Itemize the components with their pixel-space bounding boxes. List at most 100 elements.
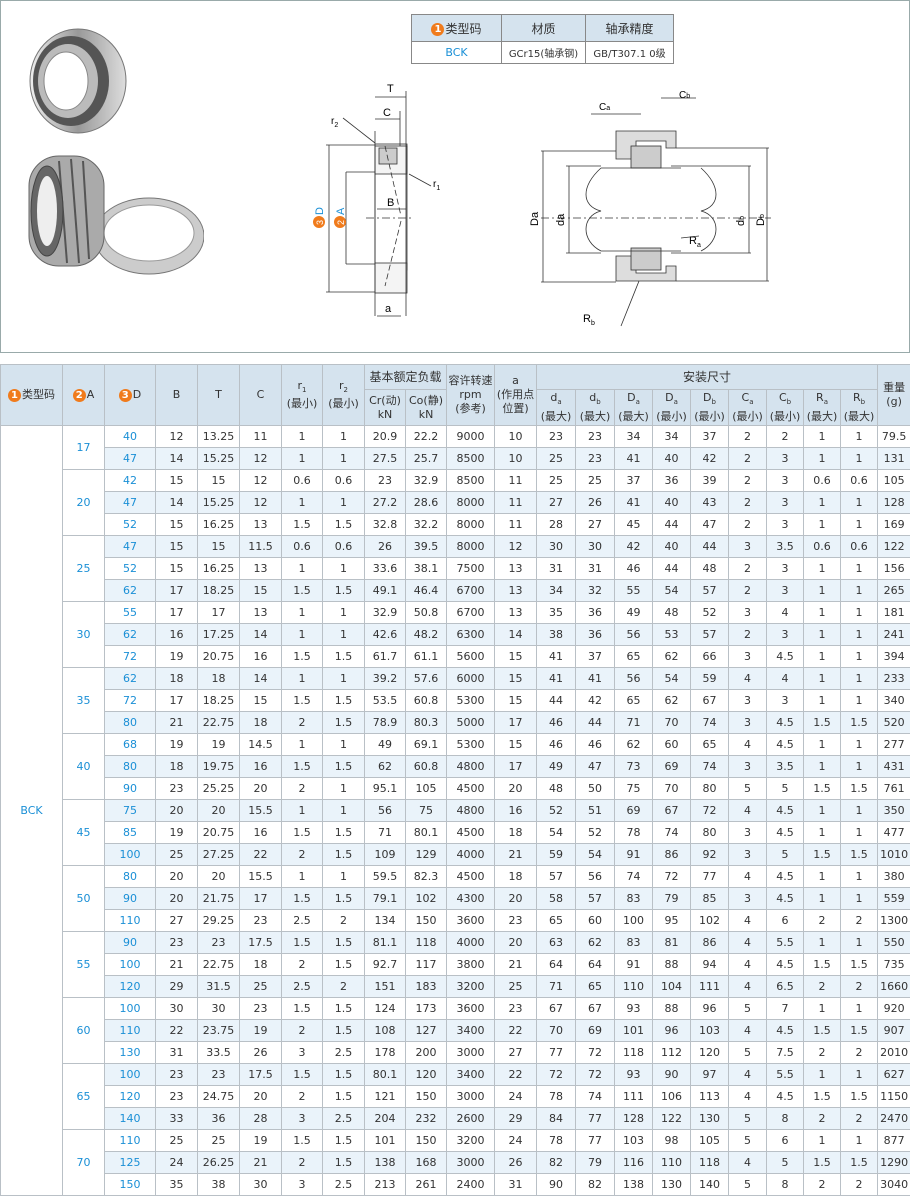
- A-cell[interactable]: 25: [62, 535, 105, 602]
- A-cell[interactable]: 70: [62, 1129, 105, 1196]
- header-Cr: Cr(动) kN: [364, 389, 406, 426]
- D-cell[interactable]: 40: [104, 425, 156, 448]
- D-cell[interactable]: 110: [104, 909, 156, 932]
- value-cell: 2: [281, 1019, 323, 1042]
- A-cell[interactable]: 17: [62, 425, 105, 470]
- D-cell[interactable]: 52: [104, 513, 156, 536]
- value-cell: 18: [155, 667, 198, 690]
- D-cell[interactable]: 62: [104, 623, 156, 646]
- D-cell[interactable]: 75: [104, 799, 156, 822]
- value-cell: 62: [575, 931, 616, 954]
- value-cell: 17.25: [197, 623, 240, 646]
- A-cell[interactable]: 30: [62, 601, 105, 668]
- D-cell[interactable]: 62: [104, 667, 156, 690]
- value-cell: 1: [803, 491, 842, 514]
- value-cell: 91: [614, 843, 654, 866]
- value-cell: 16.25: [197, 513, 240, 536]
- value-cell: 36: [652, 469, 692, 492]
- value-cell: 52: [690, 601, 730, 624]
- value-cell: 233: [877, 667, 910, 690]
- D-cell[interactable]: 120: [104, 1085, 156, 1108]
- label-a: a: [385, 303, 392, 315]
- value-cell: 37: [690, 425, 730, 448]
- value-cell: 50: [575, 777, 616, 800]
- D-cell[interactable]: 90: [104, 887, 156, 910]
- value-cell: 80.1: [364, 1063, 406, 1086]
- D-cell[interactable]: 80: [104, 755, 156, 778]
- D-cell[interactable]: 100: [104, 953, 156, 976]
- value-cell: 20: [197, 865, 240, 888]
- D-cell[interactable]: 47: [104, 447, 156, 470]
- D-cell[interactable]: 130: [104, 1041, 156, 1064]
- D-cell[interactable]: 110: [104, 1019, 156, 1042]
- D-cell[interactable]: 85: [104, 821, 156, 844]
- header-B: B: [155, 364, 198, 426]
- table-row: 50 80 20 20 15.5 1 1 59.5 82.3 4500 18 57 56 74 72 77 4 4…: [1, 865, 910, 932]
- value-cell: 103: [690, 1019, 730, 1042]
- D-cell[interactable]: 72: [104, 689, 156, 712]
- D-cell[interactable]: 120: [104, 975, 156, 998]
- D-cell[interactable]: 110: [104, 1129, 156, 1152]
- D-cell[interactable]: 90: [104, 777, 156, 800]
- value-cell: 49: [364, 733, 406, 756]
- value-cell: 1: [281, 447, 323, 470]
- D-cell[interactable]: 100: [104, 997, 156, 1020]
- D-cell[interactable]: 100: [104, 1063, 156, 1086]
- value-cell: 0.6: [322, 535, 365, 558]
- value-cell: 50.8: [404, 601, 448, 624]
- value-cell: 14: [239, 623, 282, 646]
- D-cell[interactable]: 68: [104, 733, 156, 756]
- D-cell[interactable]: 150: [104, 1173, 156, 1196]
- spec-type-value[interactable]: BCK: [411, 41, 502, 64]
- value-cell: 60: [652, 733, 692, 756]
- D-cell[interactable]: 140: [104, 1107, 156, 1130]
- value-cell: 21: [155, 711, 198, 734]
- D-cell[interactable]: 125: [104, 1151, 156, 1174]
- D-cell[interactable]: 52: [104, 557, 156, 580]
- D-cell[interactable]: 100: [104, 843, 156, 866]
- table-row: 52 15 16.25 13 1.5 1.5 32.8 32.2 8000 11 28 27 45 44 4…: [1, 513, 910, 536]
- D-cell[interactable]: 80: [104, 711, 156, 734]
- A-cell[interactable]: 60: [62, 997, 105, 1064]
- value-cell: 30: [155, 997, 198, 1020]
- value-cell: 105: [404, 777, 448, 800]
- value-cell: 14.5: [239, 733, 282, 756]
- value-cell: 47: [690, 513, 730, 536]
- value-cell: 15: [494, 689, 538, 712]
- value-cell: 39.2: [364, 667, 406, 690]
- value-cell: 46: [536, 711, 577, 734]
- D-cell[interactable]: 47: [104, 535, 156, 558]
- A-cell[interactable]: 20: [62, 469, 105, 536]
- D-cell[interactable]: 80: [104, 865, 156, 888]
- table-row: 70 110 25 25 19 1.5 1.5 101 150 3200 24 78 77 103 98 10…: [1, 1129, 910, 1196]
- value-cell: 110: [652, 1151, 692, 1174]
- value-cell: 3: [766, 557, 805, 580]
- svg-text:2: 2: [336, 220, 346, 225]
- value-cell: 70: [652, 711, 692, 734]
- A-cell[interactable]: 45: [62, 799, 105, 866]
- D-cell[interactable]: 62: [104, 579, 156, 602]
- table-row: 60 100 30 30 23 1.5 1.5 124 173 3600 23 67 67 93 88 96 5…: [1, 997, 910, 1064]
- value-cell: 4.5: [766, 953, 805, 976]
- D-cell[interactable]: 72: [104, 645, 156, 668]
- value-cell: 71: [536, 975, 577, 998]
- A-cell[interactable]: 35: [62, 667, 105, 734]
- A-cell[interactable]: 65: [62, 1063, 105, 1130]
- value-cell: 1: [281, 799, 323, 822]
- type-code-cell[interactable]: BCK: [0, 425, 63, 1196]
- D-cell[interactable]: 47: [104, 491, 156, 514]
- D-cell[interactable]: 55: [104, 601, 156, 624]
- value-cell: 15: [155, 557, 198, 580]
- A-cell[interactable]: 55: [62, 931, 105, 998]
- table-row: 72 17 18.25 15 1.5 1.5 53.5 60.8 5300 15 44 42 65 62 6…: [1, 689, 910, 712]
- A-cell[interactable]: 40: [62, 733, 105, 800]
- value-cell: 30: [536, 535, 577, 558]
- value-cell: 54: [575, 843, 616, 866]
- value-cell: 1.5: [803, 953, 842, 976]
- D-cell[interactable]: 90: [104, 931, 156, 954]
- value-cell: 122: [877, 535, 910, 558]
- value-cell: 3200: [446, 1129, 496, 1152]
- A-cell[interactable]: 50: [62, 865, 105, 932]
- value-cell: 23: [239, 997, 282, 1020]
- D-cell[interactable]: 42: [104, 469, 156, 492]
